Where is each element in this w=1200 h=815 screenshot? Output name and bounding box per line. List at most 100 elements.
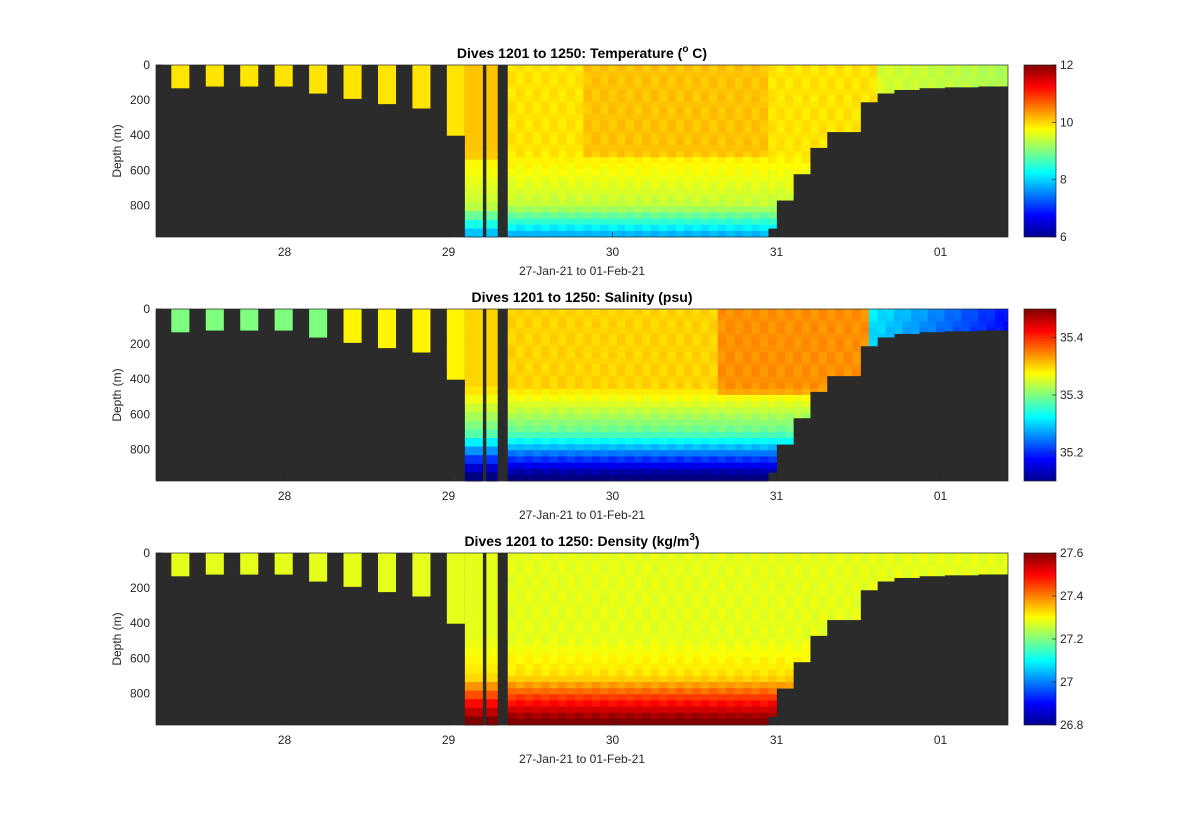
data-cell: [700, 395, 710, 402]
data-cell: [776, 345, 786, 353]
data-cell: [894, 77, 903, 84]
data-cell: [558, 608, 567, 615]
dive-cell: [309, 65, 328, 71]
data-cell: [768, 706, 777, 714]
data-cell: [516, 65, 525, 72]
data-cell: [591, 596, 601, 603]
data-cell: [717, 114, 727, 121]
data-cell: [574, 194, 584, 201]
data-cell: [574, 559, 584, 566]
data-cell: [574, 596, 584, 603]
data-cell: [717, 419, 727, 427]
dive-cell: [377, 565, 397, 573]
data-cell: [524, 718, 534, 726]
dive-cell: [412, 72, 431, 80]
data-cell: [692, 571, 702, 578]
data-cell: [600, 224, 609, 232]
data-cell: [843, 614, 853, 621]
data-cell: [633, 553, 643, 560]
data-cell: [541, 83, 551, 90]
data-cell: [751, 71, 761, 78]
data-cell: [969, 315, 979, 322]
data-cell: [751, 577, 761, 585]
data-cell: [675, 419, 685, 427]
data-cell: [818, 101, 828, 109]
data-cell: [717, 626, 727, 634]
data-cell: [583, 407, 593, 414]
data-cell: [978, 571, 987, 575]
data-cell: [642, 101, 651, 109]
data-cell: [600, 358, 609, 365]
dive-cell: [464, 716, 483, 726]
data-cell: [776, 589, 786, 597]
data-cell: [583, 468, 593, 476]
data-cell: [734, 138, 744, 146]
data-cell: [524, 83, 534, 90]
data-cell: [810, 120, 819, 127]
data-cell: [717, 333, 727, 341]
data-cell: [826, 602, 836, 609]
data-cell: [742, 144, 752, 152]
data-cell: [642, 583, 651, 591]
data-cell: [516, 352, 525, 359]
data-cell: [776, 577, 786, 585]
data-cell: [885, 315, 895, 322]
data-cell: [566, 431, 576, 439]
data-cell: [726, 444, 735, 451]
data-cell: [692, 456, 702, 463]
data-cell: [801, 65, 811, 72]
data-cell: [667, 559, 677, 566]
data-cell: [608, 632, 618, 640]
data-cell: [717, 169, 727, 176]
data-cell: [784, 395, 794, 402]
data-cell: [566, 639, 576, 646]
data-cell: [751, 596, 761, 603]
data-cell: [658, 376, 668, 384]
data-cell: [574, 474, 584, 482]
data-cell: [558, 682, 567, 689]
data-cell: [734, 101, 744, 109]
data-cell: [776, 321, 786, 328]
data-cell: [843, 101, 853, 109]
data-cell: [961, 309, 971, 316]
data-cell: [549, 138, 559, 146]
data-cell: [516, 468, 525, 476]
data-cell: [574, 639, 584, 646]
data-cell: [784, 138, 794, 146]
data-cell: [734, 218, 744, 226]
data-cell: [978, 559, 987, 566]
data-cell: [759, 407, 769, 414]
data-cell: [616, 230, 626, 238]
data-cell: [675, 200, 685, 207]
data-cell: [524, 657, 534, 664]
data-cell: [667, 65, 677, 72]
data-cell: [642, 309, 651, 316]
data-cell: [583, 327, 593, 334]
data-cell: [524, 553, 534, 560]
dive-cell: [446, 599, 465, 613]
data-cell: [591, 456, 601, 463]
data-cell: [742, 602, 752, 609]
data-cell: [868, 333, 878, 341]
data-cell: [734, 438, 744, 445]
data-cell: [734, 169, 744, 176]
data-cell: [852, 583, 861, 591]
data-cell: [734, 468, 744, 476]
data-cell: [600, 614, 609, 621]
data-cell: [700, 163, 710, 170]
data-cell: [625, 175, 635, 183]
data-cell: [524, 669, 534, 677]
data-cell: [709, 620, 719, 628]
data-cell: [642, 345, 651, 353]
data-cell: [751, 376, 761, 384]
data-cell: [818, 138, 828, 146]
dive-cell: [309, 332, 328, 338]
data-cell: [549, 144, 559, 152]
data-cell: [717, 120, 727, 127]
data-cell: [507, 327, 517, 334]
data-cell: [549, 83, 559, 90]
data-cell: [642, 212, 651, 219]
data-cell: [658, 413, 668, 420]
data-cell: [616, 108, 626, 115]
data-cell: [574, 419, 584, 427]
